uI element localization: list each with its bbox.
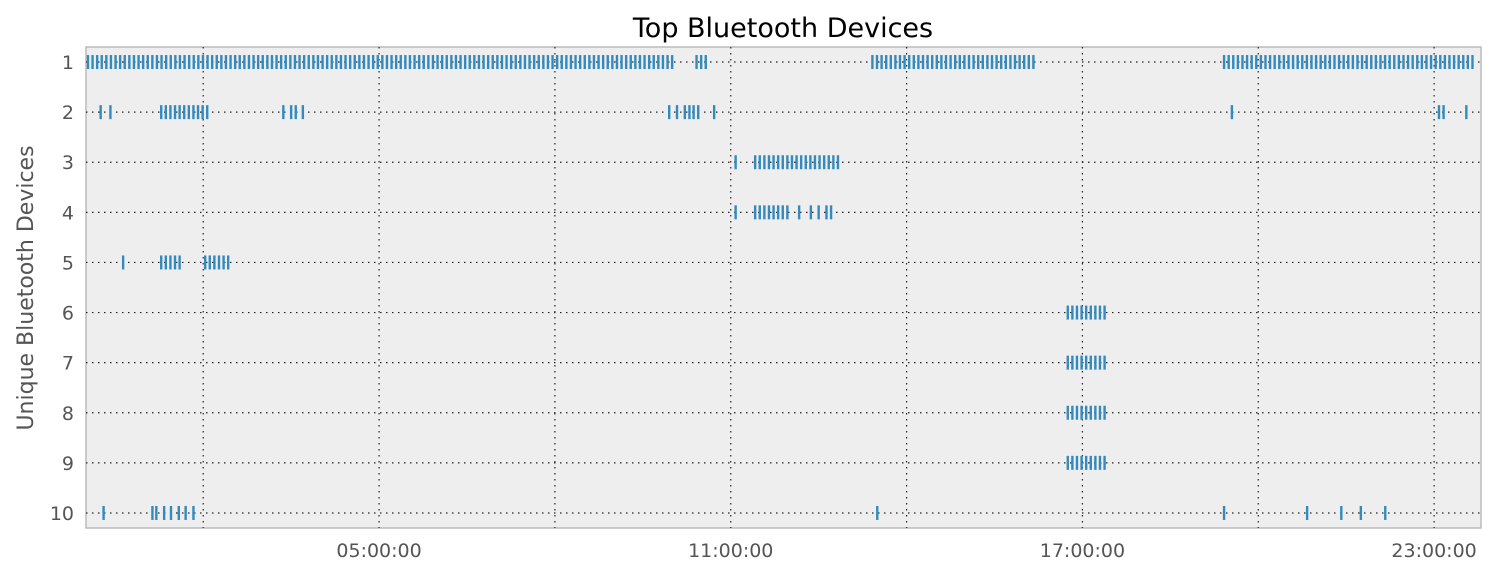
y-tick-label: 4 xyxy=(62,202,74,224)
y-tick-label: 10 xyxy=(50,503,74,525)
grid-lines xyxy=(86,47,1481,528)
x-tick-label: 11:00:00 xyxy=(688,540,773,562)
x-tick-label: 05:00:00 xyxy=(336,540,421,562)
tick-labels: 1 2 3 4 5 6 7 8 9 10 05:00:00 11:00:00 17:00:00 23:00… xyxy=(50,52,1477,562)
y-tick-label: 3 xyxy=(62,152,74,174)
y-tick-label: 6 xyxy=(62,303,74,325)
chart-title: Top Bluetooth Devices xyxy=(632,13,933,44)
data-marks xyxy=(86,55,1474,520)
y-tick-label: 2 xyxy=(62,102,74,124)
y-tick-label: 8 xyxy=(62,403,74,425)
plot-area xyxy=(85,46,1482,529)
y-tick-label: 7 xyxy=(62,353,74,375)
x-tick-label: 23:00:00 xyxy=(1391,540,1476,562)
y-tick-label: 5 xyxy=(62,252,74,274)
y-axis-label: Unique Bluetooth Devices xyxy=(14,145,39,430)
y-tick-label: 1 xyxy=(62,52,74,74)
y-tick-label: 9 xyxy=(62,453,74,475)
x-tick-label: 17:00:00 xyxy=(1040,540,1125,562)
